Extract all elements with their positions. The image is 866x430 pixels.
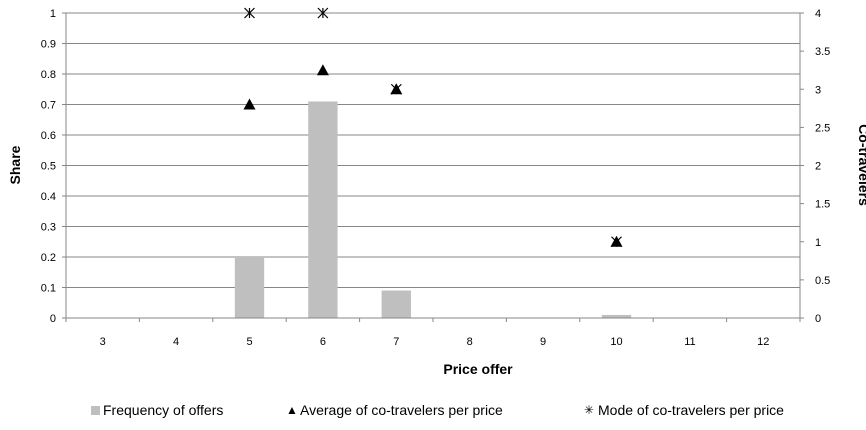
- x-tick-label: 11: [684, 336, 695, 348]
- y-tick-label: 0.5: [41, 161, 56, 173]
- x-tick-label: 10: [610, 336, 622, 348]
- y-tick-label: 0.6: [41, 130, 56, 142]
- average-marker-5: [243, 98, 256, 110]
- bar-10: [601, 314, 632, 318]
- right-axis-ticks: 0 0.5 1 1.5 2 2.5 3 3.5 4: [800, 8, 830, 325]
- y2-tick-label: 1.5: [815, 199, 830, 211]
- asterisk-icon: ✳: [584, 403, 595, 417]
- mode-marker-6: [317, 7, 329, 19]
- y-tick-label: 0.1: [41, 283, 56, 295]
- y-tick-label: 0.4: [41, 191, 56, 203]
- y2-tick-label: 0: [815, 313, 821, 325]
- bar-6: [308, 101, 338, 318]
- x-tick-label: 4: [173, 336, 179, 348]
- y2-tick-label: 2: [815, 161, 821, 173]
- y2-axis-title: Co-travelers: [856, 124, 866, 206]
- bar-5: [234, 257, 265, 318]
- y-tick-label: 0.3: [41, 222, 56, 234]
- legend-label: Average of co-travelers per price: [300, 402, 503, 418]
- mode-marker-5: [244, 7, 255, 19]
- x-tick-label: 5: [246, 336, 252, 348]
- x-tick-label: 12: [757, 336, 769, 348]
- bar-7: [381, 290, 411, 318]
- x-tick-label: 7: [393, 336, 399, 348]
- triangle-icon: ▲: [286, 403, 298, 417]
- legend-bar-swatch: [91, 405, 100, 415]
- x-tick-label: 3: [100, 336, 106, 348]
- x-axis-title: Price offer: [443, 361, 513, 377]
- y-tick-label: 0.2: [41, 252, 56, 264]
- left-axis-ticks: 0 0.1 0.2 0.3 0.4 0.5 0.6 0.7 0.8 0.9 1: [41, 8, 66, 325]
- y2-tick-label: 3.5: [815, 46, 830, 58]
- y2-tick-label: 3: [815, 84, 821, 96]
- y2-tick-label: 1: [815, 237, 821, 249]
- x-axis-ticks: 3 4 5 6 7 8 9 10 11 12: [65, 318, 801, 348]
- average-marker-6: [316, 64, 329, 76]
- legend-label: Mode of co-travelers per price: [598, 402, 784, 418]
- legend-item-frequency: Frequency of offers: [91, 402, 223, 418]
- gridlines: [66, 12, 800, 288]
- mode-marker-7: [390, 83, 402, 95]
- y2-tick-label: 2.5: [815, 122, 830, 134]
- y-tick-label: 1: [50, 8, 56, 20]
- y2-tick-label: 4: [815, 8, 821, 20]
- y-tick-label: 0: [50, 313, 56, 325]
- legend-item-mode: ✳ Mode of co-travelers per price: [584, 402, 784, 418]
- y-axis-title: Share: [7, 145, 23, 184]
- legend: Frequency of offers ▲ Average of co-trav…: [0, 402, 866, 426]
- x-tick-label: 6: [320, 336, 326, 348]
- y-tick-label: 0.8: [41, 69, 56, 81]
- mode-marker-10: [611, 236, 622, 248]
- y-tick-label: 0.7: [41, 100, 56, 112]
- legend-label: Frequency of offers: [103, 402, 224, 418]
- markers: [243, 7, 623, 248]
- y2-tick-label: 0.5: [815, 275, 830, 287]
- x-tick-label: 8: [467, 336, 473, 348]
- y-tick-label: 0.9: [41, 39, 56, 51]
- x-tick-label: 9: [540, 336, 546, 348]
- combo-chart: 0 0.1 0.2 0.3 0.4 0.5 0.6 0.7 0.8 0.9 1 0 0.5 1 1.5 2 2…: [7, 7, 866, 377]
- legend-item-average: ▲ Average of co-travelers per price: [286, 402, 503, 418]
- bars: [234, 101, 632, 318]
